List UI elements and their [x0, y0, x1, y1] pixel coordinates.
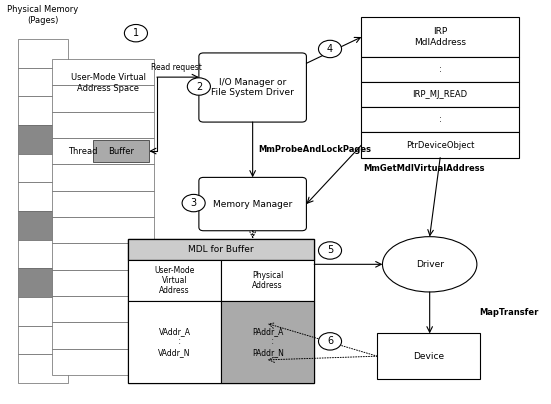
- FancyBboxPatch shape: [199, 53, 306, 122]
- Text: MmProbeAndLockPages: MmProbeAndLockPages: [258, 145, 371, 154]
- Text: PtrDeviceObject: PtrDeviceObject: [406, 141, 474, 149]
- Bar: [52, 217, 154, 243]
- Text: User-Mode
Virtual
Address: User-Mode Virtual Address: [154, 265, 195, 295]
- Bar: [18, 326, 68, 354]
- Bar: [18, 297, 68, 326]
- Text: PAddr_A
    :
PAddr_N: PAddr_A : PAddr_N: [252, 327, 284, 357]
- Text: Thread: Thread: [68, 147, 97, 156]
- Text: MDL for Buffer: MDL for Buffer: [188, 245, 254, 254]
- Bar: [52, 322, 154, 349]
- Text: IRP
MdlAddress: IRP MdlAddress: [414, 27, 466, 47]
- Bar: [128, 260, 221, 301]
- Circle shape: [318, 332, 342, 350]
- Bar: [221, 260, 314, 301]
- Circle shape: [318, 40, 342, 58]
- Text: Physical Memory
(Pages): Physical Memory (Pages): [7, 5, 78, 25]
- Bar: [52, 296, 154, 322]
- Bar: [18, 97, 68, 125]
- Text: Read request: Read request: [151, 63, 202, 72]
- Bar: [52, 269, 154, 296]
- Text: IRP_MJ_READ: IRP_MJ_READ: [413, 90, 468, 99]
- Circle shape: [182, 194, 205, 212]
- Bar: [377, 333, 479, 379]
- Bar: [128, 301, 221, 383]
- Bar: [221, 301, 314, 383]
- Bar: [128, 239, 314, 383]
- Text: 5: 5: [327, 246, 333, 255]
- Bar: [361, 17, 519, 57]
- Bar: [18, 268, 68, 297]
- Bar: [18, 211, 68, 240]
- Text: VAddr_A
    :
VAddr_N: VAddr_A : VAddr_N: [158, 327, 191, 357]
- Bar: [52, 243, 154, 269]
- Bar: [93, 140, 149, 162]
- Bar: [361, 57, 519, 82]
- Bar: [52, 349, 154, 375]
- Bar: [128, 239, 314, 260]
- Bar: [361, 107, 519, 133]
- Text: Driver: Driver: [415, 260, 444, 269]
- Text: :: :: [439, 65, 441, 74]
- Bar: [18, 154, 68, 182]
- Text: 1: 1: [133, 28, 139, 38]
- Bar: [18, 182, 68, 211]
- Circle shape: [187, 78, 210, 95]
- Bar: [52, 164, 154, 191]
- Bar: [52, 112, 154, 138]
- Bar: [18, 354, 68, 383]
- Text: User-Mode Virtual
Address Space: User-Mode Virtual Address Space: [71, 72, 146, 93]
- Text: :: :: [439, 115, 441, 124]
- FancyBboxPatch shape: [199, 177, 306, 231]
- Text: Physical
Address: Physical Address: [252, 271, 283, 290]
- Bar: [18, 39, 68, 68]
- Text: 3: 3: [191, 198, 197, 208]
- Text: MmGetMdlVirtualAddress: MmGetMdlVirtualAddress: [364, 164, 485, 173]
- Bar: [18, 68, 68, 97]
- Bar: [18, 240, 68, 268]
- Text: 4: 4: [327, 44, 333, 54]
- Bar: [52, 59, 154, 85]
- Text: 6: 6: [327, 337, 333, 346]
- Bar: [361, 82, 519, 107]
- Text: MapTransfer: MapTransfer: [479, 308, 539, 317]
- Text: Buffer: Buffer: [108, 147, 134, 156]
- Text: 2: 2: [196, 82, 202, 92]
- Bar: [52, 191, 154, 217]
- Text: I/O Manager or
File System Driver: I/O Manager or File System Driver: [211, 78, 294, 97]
- Bar: [18, 125, 68, 154]
- Bar: [52, 138, 154, 164]
- Text: Memory Manager: Memory Manager: [213, 200, 292, 208]
- Circle shape: [125, 25, 148, 42]
- Bar: [361, 133, 519, 158]
- Ellipse shape: [382, 237, 477, 292]
- Bar: [52, 85, 154, 112]
- Circle shape: [318, 242, 342, 259]
- Text: Device: Device: [413, 352, 444, 361]
